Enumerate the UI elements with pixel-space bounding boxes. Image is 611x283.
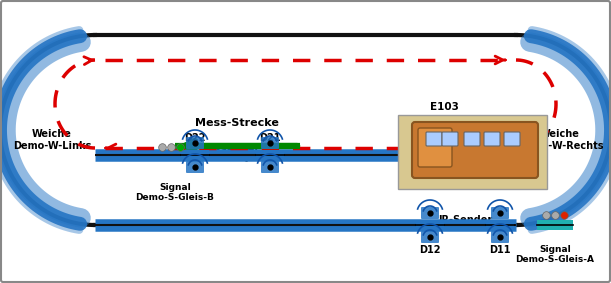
FancyBboxPatch shape <box>261 137 279 149</box>
FancyBboxPatch shape <box>491 207 509 219</box>
FancyBboxPatch shape <box>484 132 500 146</box>
FancyBboxPatch shape <box>181 150 209 160</box>
Text: E103: E103 <box>430 102 459 112</box>
Text: Signal
Demo-S-Gleis-B: Signal Demo-S-Gleis-B <box>136 183 214 202</box>
Text: D11: D11 <box>489 245 511 255</box>
FancyBboxPatch shape <box>186 137 204 149</box>
FancyBboxPatch shape <box>186 161 204 173</box>
Text: IR-Sender: IR-Sender <box>205 145 259 155</box>
FancyBboxPatch shape <box>256 150 284 160</box>
FancyBboxPatch shape <box>537 220 573 230</box>
FancyBboxPatch shape <box>398 115 547 189</box>
FancyBboxPatch shape <box>442 132 458 146</box>
Text: Signal
Demo-S-Gleis-A: Signal Demo-S-Gleis-A <box>516 245 595 264</box>
FancyBboxPatch shape <box>418 128 452 167</box>
Text: D21: D21 <box>259 133 280 143</box>
Text: D12: D12 <box>419 245 441 255</box>
FancyBboxPatch shape <box>486 220 514 230</box>
FancyBboxPatch shape <box>426 132 442 146</box>
FancyBboxPatch shape <box>416 220 444 230</box>
Text: Weiche
Demo-W-Links: Weiche Demo-W-Links <box>13 129 91 151</box>
FancyBboxPatch shape <box>412 122 538 178</box>
FancyBboxPatch shape <box>464 132 480 146</box>
FancyBboxPatch shape <box>504 132 520 146</box>
Text: D22: D22 <box>185 133 206 143</box>
FancyBboxPatch shape <box>491 231 509 243</box>
FancyBboxPatch shape <box>421 231 439 243</box>
FancyBboxPatch shape <box>421 207 439 219</box>
Text: IR-Sender: IR-Sender <box>438 215 492 225</box>
Text: Mess-Strecke: Mess-Strecke <box>195 118 279 128</box>
Text: Weiche
Demo-W-Rechts: Weiche Demo-W-Rechts <box>517 129 603 151</box>
FancyBboxPatch shape <box>261 161 279 173</box>
